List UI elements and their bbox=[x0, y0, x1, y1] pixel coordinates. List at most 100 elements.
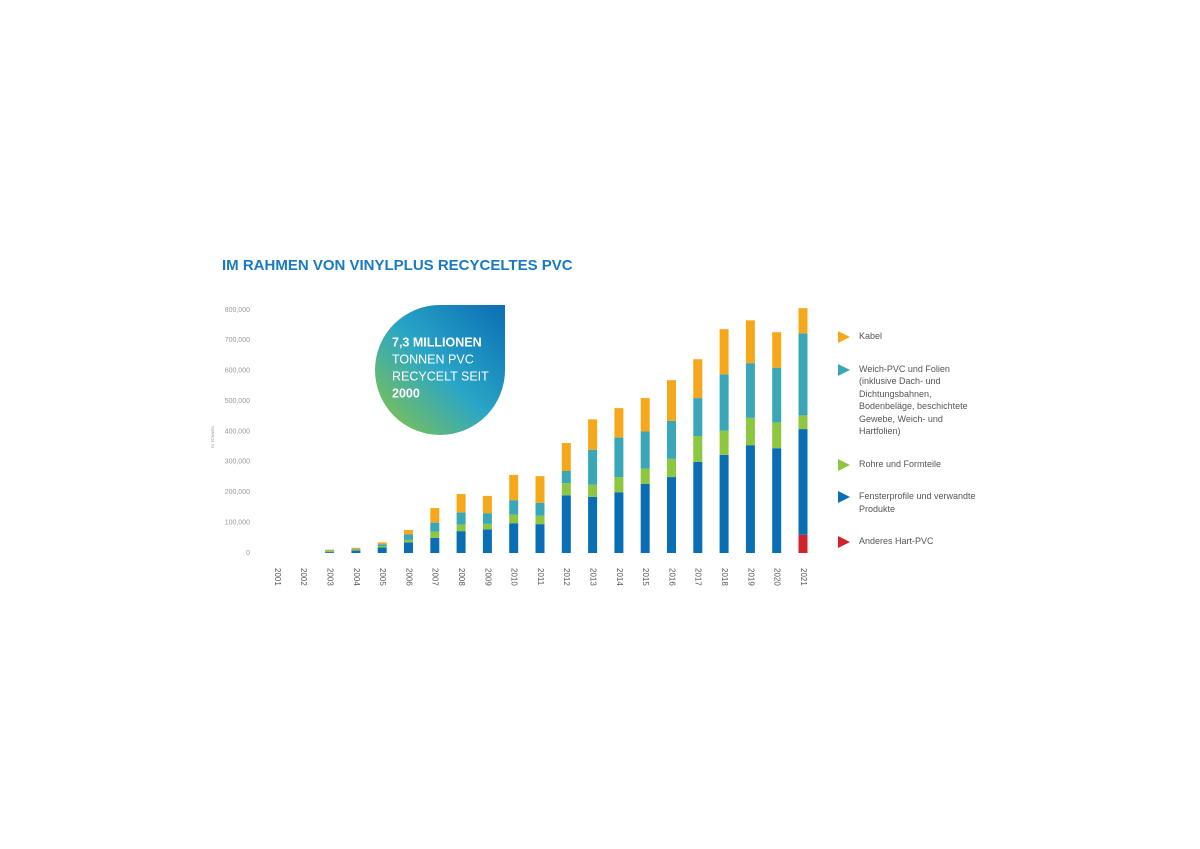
bar-segment bbox=[745, 417, 755, 446]
bar-segment bbox=[430, 508, 440, 523]
bar-segment bbox=[798, 308, 808, 334]
legend-marker bbox=[838, 331, 850, 343]
y-tick-label: 800,000 bbox=[225, 307, 250, 314]
x-tick-label: 2006 bbox=[404, 568, 413, 586]
annotation-line: 2000 bbox=[392, 386, 420, 400]
x-tick-label: 2003 bbox=[325, 568, 334, 586]
bar-segment bbox=[535, 515, 545, 525]
legend-marker bbox=[838, 536, 850, 548]
bar-segment bbox=[640, 483, 650, 553]
y-tick-label: 100,000 bbox=[225, 519, 250, 526]
bar-segment bbox=[509, 500, 519, 515]
bar-segment bbox=[456, 531, 466, 553]
legend-marker bbox=[838, 458, 850, 471]
bar-segment bbox=[561, 495, 571, 553]
bar-segment bbox=[745, 445, 755, 553]
y-tick-label: 200,000 bbox=[225, 489, 250, 496]
bar-segment bbox=[798, 534, 808, 553]
bar-segment bbox=[640, 468, 650, 484]
bar-segment bbox=[377, 547, 387, 553]
bar-segment bbox=[693, 398, 703, 437]
x-tick-label: 2011 bbox=[536, 568, 545, 586]
x-tick-label: 2010 bbox=[510, 568, 519, 586]
bar-segment bbox=[667, 458, 676, 478]
bar-segment bbox=[640, 398, 650, 432]
bar-segment bbox=[614, 477, 624, 493]
bar-segment bbox=[509, 514, 519, 524]
bar-segment bbox=[719, 454, 729, 553]
y-tick-label: 300,000 bbox=[225, 459, 250, 466]
bar-segment bbox=[719, 430, 729, 455]
bar-segment bbox=[456, 512, 466, 525]
bar-segment bbox=[667, 380, 676, 421]
bar-segment bbox=[351, 550, 361, 553]
bar-segment bbox=[798, 333, 808, 416]
x-tick-label: 2012 bbox=[562, 568, 571, 586]
bar-segment bbox=[509, 474, 519, 501]
bar-segment bbox=[745, 363, 755, 418]
legend-label: Fensterprofile und verwandte Produkte bbox=[859, 491, 976, 514]
bar-segment bbox=[772, 367, 782, 423]
bar-segment bbox=[798, 429, 808, 535]
bar-segment bbox=[614, 408, 624, 438]
x-tick-label: 2014 bbox=[615, 568, 624, 586]
bar-segment bbox=[482, 523, 492, 530]
bar-segment bbox=[640, 431, 650, 469]
bar-segment bbox=[430, 522, 440, 532]
bar-segment bbox=[404, 529, 413, 535]
bar-segment bbox=[693, 359, 703, 399]
legend-triangle bbox=[838, 536, 850, 548]
x-tick-label: 2005 bbox=[378, 568, 387, 586]
chart-title: IM RAHMEN VON VINYLPLUS RECYCELTES PVC bbox=[222, 257, 573, 274]
legend-triangle bbox=[838, 458, 850, 471]
bar-segment bbox=[772, 422, 782, 449]
bar-segment bbox=[351, 549, 361, 551]
bar-segment bbox=[482, 495, 492, 514]
bar-segment bbox=[325, 550, 335, 552]
bar-segment bbox=[482, 513, 492, 524]
legend-label: Rohre und Formteile bbox=[859, 458, 942, 469]
bar-segment bbox=[693, 436, 703, 462]
bar-segment bbox=[719, 374, 729, 431]
bar-segment bbox=[377, 544, 387, 547]
bar-segment bbox=[798, 415, 808, 430]
bar-segment bbox=[351, 549, 361, 550]
bar-segment bbox=[719, 329, 729, 375]
legend-triangle bbox=[838, 331, 850, 343]
bar-segment bbox=[561, 483, 571, 496]
bar-segment bbox=[430, 531, 440, 538]
x-tick-label: 2021 bbox=[799, 568, 808, 586]
legend-triangle bbox=[838, 491, 850, 503]
x-tick-label: 2007 bbox=[431, 568, 440, 586]
legend-marker bbox=[838, 363, 850, 376]
legend-item: Fensterprofile und verwandte Produkte bbox=[838, 490, 978, 515]
legend-item: Rohre und Formteile bbox=[838, 458, 978, 471]
y-axis-label: IN TONNEN bbox=[210, 426, 215, 448]
x-tick-label: 2004 bbox=[352, 568, 361, 586]
annotation-bubble bbox=[375, 305, 505, 435]
bar-segment bbox=[456, 524, 466, 532]
bar-segment bbox=[588, 496, 598, 553]
annotation-line: RECYCELT SEIT bbox=[392, 369, 489, 383]
bar-segment bbox=[667, 420, 676, 459]
y-tick-label: 0 bbox=[246, 550, 250, 557]
legend-marker bbox=[838, 491, 850, 503]
x-tick-label: 2016 bbox=[667, 568, 676, 586]
legend-item: Weich-PVC und Folien (inklusive Dach- un… bbox=[838, 363, 978, 438]
bar-segment bbox=[614, 437, 624, 478]
x-tick-label: 2018 bbox=[720, 568, 729, 586]
bar-segment bbox=[325, 552, 335, 553]
bar-segment bbox=[430, 537, 440, 553]
legend-item: Anderes Hart-PVC bbox=[838, 535, 978, 548]
bar-segment bbox=[588, 449, 598, 485]
x-tick-label: 2008 bbox=[457, 568, 466, 586]
bar-segment bbox=[745, 320, 755, 364]
bar-segment bbox=[772, 332, 782, 368]
annotation: 7,3 MILLIONEN TONNEN PVC RECYCELT SEIT 2000 bbox=[392, 335, 489, 400]
bar-segment bbox=[561, 443, 571, 471]
bar-segment bbox=[377, 542, 387, 545]
bar-segment bbox=[535, 502, 545, 516]
bar-segment bbox=[588, 484, 598, 497]
y-tick-label: 500,000 bbox=[225, 398, 250, 405]
